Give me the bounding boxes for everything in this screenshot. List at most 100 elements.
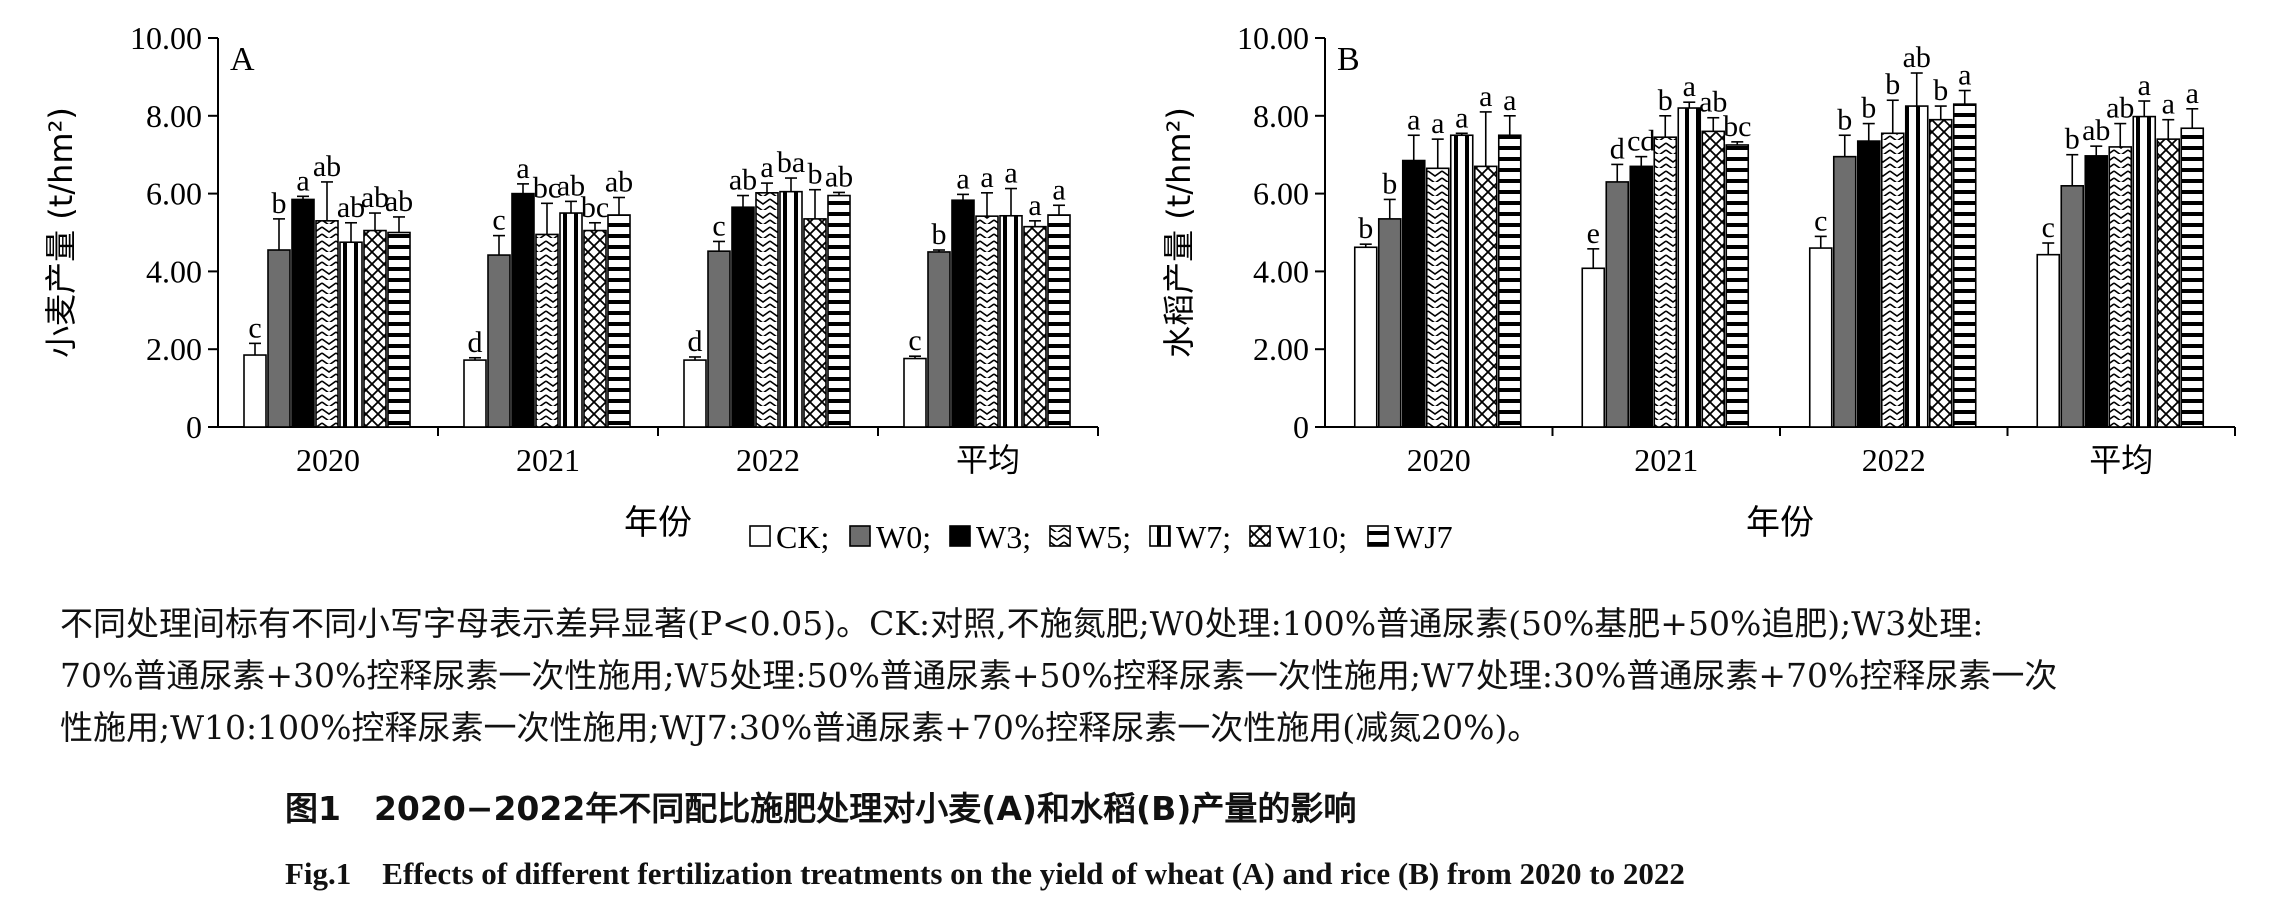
significance-letter: a xyxy=(1431,107,1444,140)
y-tick-label: 2.00 xyxy=(146,331,202,367)
significance-letter: a xyxy=(1407,103,1420,136)
y-tick-label: 2.00 xyxy=(1253,331,1309,367)
significance-letter: bc xyxy=(533,171,561,204)
legend-swatch-cross xyxy=(1249,525,1271,547)
bar-w5 xyxy=(1880,132,1905,428)
significance-letter: a xyxy=(296,164,309,197)
significance-letter: a xyxy=(1455,101,1468,134)
figure-caption-en: Fig.1 Effects of different fertilization… xyxy=(285,856,1685,891)
significance-letter: a xyxy=(1479,80,1492,113)
significance-letter: c xyxy=(712,209,725,242)
bar-w5 xyxy=(315,220,339,428)
significance-letter: c xyxy=(2042,211,2055,244)
bar-w5 xyxy=(755,192,779,428)
bar-w10 xyxy=(1928,118,1953,428)
bar-w3 xyxy=(291,198,315,428)
bar-w10 xyxy=(363,229,387,428)
y-tick-label: 10.00 xyxy=(130,20,202,56)
legend-label: WJ7 xyxy=(1394,519,1453,555)
significance-letter: d xyxy=(1610,132,1625,165)
legend-label: W5; xyxy=(1076,519,1131,555)
significance-letter: d xyxy=(468,326,483,359)
y-tick-label: 4.00 xyxy=(146,253,202,289)
legend-swatch-gray xyxy=(849,525,871,547)
x-tick-label: 平均 xyxy=(956,441,1020,479)
legend-swatch-black xyxy=(949,525,971,547)
significance-letter: a xyxy=(760,151,773,184)
bar-ck xyxy=(2036,253,2061,428)
significance-letter: ab xyxy=(605,165,633,198)
significance-letter: ba xyxy=(777,146,805,179)
legend-label: W10; xyxy=(1276,519,1347,555)
y-tick-label: 6.00 xyxy=(1253,176,1309,212)
significance-letter: b xyxy=(1358,212,1373,245)
bar-w10 xyxy=(2156,138,2181,428)
legend-label: W7; xyxy=(1176,519,1231,555)
legend-label: W3; xyxy=(976,519,1031,555)
legend: CK; W0; W3; W5; W7; W10; WJ7 xyxy=(749,519,1453,555)
x-tick-label: 2022 xyxy=(1862,442,1926,478)
x-tick-label: 平均 xyxy=(2089,441,2153,479)
bar-wj7 xyxy=(1497,134,1522,428)
footnote-line-3: 性施用;W10:100%控释尿素一次性施用;WJ7:30%普通尿素+70%控释尿… xyxy=(60,708,1541,747)
significance-letter: b xyxy=(808,158,823,191)
y-tick-label: 8.00 xyxy=(1253,98,1309,134)
bar-w3 xyxy=(1856,140,1881,428)
significance-letter: bc xyxy=(1723,110,1751,143)
significance-letter: ab xyxy=(385,185,413,218)
significance-letter: ab xyxy=(1903,41,1931,74)
significance-letter: ab xyxy=(337,191,365,224)
significance-letter: c xyxy=(908,324,921,357)
yield-bar-chart-figure: 0 2.00 4.00 6.00 8.00 10.00 小麦产量 (t/hm²) A 2020 c… xyxy=(42,20,2236,555)
significance-letter: a xyxy=(956,162,969,195)
figure-caption-cn: 图1 2020−2022年不同配比施肥处理对小麦(A)和水稻(B)产量的影响 xyxy=(285,789,1357,828)
significance-letter: b xyxy=(1933,74,1948,107)
bar-w0 xyxy=(707,250,731,428)
bar-w10 xyxy=(1473,165,1498,428)
significance-letter: bc xyxy=(581,191,609,224)
significance-letter: b xyxy=(1885,68,1900,101)
bar-w0 xyxy=(1832,155,1857,428)
y-tick-label: 0 xyxy=(1293,409,1309,445)
legend-swatch-vline xyxy=(1149,525,1171,547)
significance-letter: b xyxy=(272,187,287,220)
legend-swatch-wave xyxy=(1049,525,1071,547)
bar-w3 xyxy=(951,199,975,428)
bar-wj7 xyxy=(607,214,631,428)
x-tick-label: 2021 xyxy=(516,442,580,478)
bar-wj7 xyxy=(1952,103,1977,428)
legend-swatch-white xyxy=(749,525,771,547)
significance-letter: a xyxy=(516,152,529,185)
bar-w10 xyxy=(1023,225,1047,428)
bar-w5 xyxy=(2108,146,2133,428)
significance-letter: a xyxy=(1683,70,1696,103)
bar-w0 xyxy=(927,251,951,428)
y-tick-label: 6.00 xyxy=(146,176,202,212)
panel-label: B xyxy=(1337,41,1360,78)
y-axis-label: 水稻产量 (t/hm²) xyxy=(1160,107,1198,358)
legend-swatch-hline xyxy=(1367,525,1389,547)
bar-w7 xyxy=(1904,105,1929,428)
bar-w7 xyxy=(1449,134,1474,428)
significance-letter: a xyxy=(1503,84,1516,117)
legend-label: CK; xyxy=(776,519,829,555)
bar-ck xyxy=(1353,246,1378,428)
bar-wj7 xyxy=(387,231,411,428)
significance-letter: ab xyxy=(557,169,585,202)
significance-letter: a xyxy=(2138,69,2151,102)
significance-letter: b xyxy=(2065,123,2080,156)
bar-w7 xyxy=(1677,107,1702,428)
significance-letter: ab xyxy=(825,160,853,193)
significance-letter: ab xyxy=(361,181,389,214)
x-axis-label: 年份 xyxy=(624,503,692,543)
significance-letter: c xyxy=(1814,204,1827,237)
significance-letter: a xyxy=(980,161,993,194)
bar-w5 xyxy=(1425,167,1450,428)
bar-w7 xyxy=(2132,115,2157,428)
significance-letter: ab xyxy=(729,164,757,197)
x-tick-label: 2020 xyxy=(1407,442,1471,478)
significance-letter: b xyxy=(1658,84,1673,117)
significance-letter: c xyxy=(492,204,505,237)
bar-wj7 xyxy=(827,194,851,428)
significance-letter: ab xyxy=(2106,92,2134,125)
